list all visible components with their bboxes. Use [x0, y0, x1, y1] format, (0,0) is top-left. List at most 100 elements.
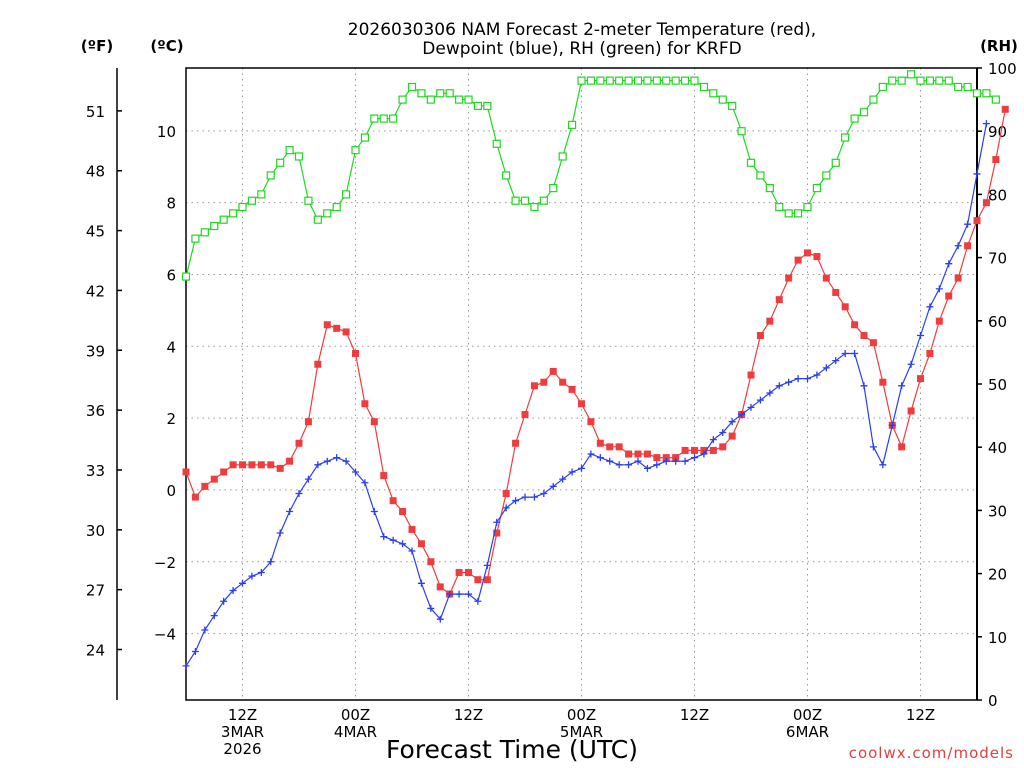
- rh-point: [954, 82, 963, 92]
- temperature-point: [841, 303, 849, 311]
- celsius-tick-label: 10: [157, 123, 176, 141]
- rh-point: [850, 114, 859, 123]
- dewpoint-point: [775, 382, 783, 390]
- rh-point: [586, 76, 596, 85]
- temperature-point: [314, 360, 322, 368]
- rh-point: [360, 133, 370, 142]
- rh-point: [869, 95, 878, 104]
- dewpoint-point: [672, 457, 680, 465]
- dewpoint-point: [286, 507, 294, 515]
- temperature-point: [926, 349, 934, 357]
- temperature-point: [860, 332, 868, 340]
- rh-point: [963, 82, 972, 92]
- celsius-tick-label: −2: [154, 554, 176, 572]
- dewpoint-point: [728, 418, 736, 426]
- temperature-point: [191, 493, 199, 501]
- temperature-point: [436, 583, 444, 591]
- chart-title-line-1: 2026030306 NAM Forecast 2-meter Temperat…: [348, 20, 816, 40]
- dewpoint-point: [483, 561, 491, 569]
- fahrenheit-tick-label: 51: [86, 103, 105, 121]
- fahrenheit-tick-label: 27: [86, 582, 105, 600]
- rh-point: [436, 89, 445, 98]
- x-tick-label: 6MAR: [786, 723, 829, 741]
- dewpoint-point: [304, 475, 312, 483]
- rh-point: [605, 76, 614, 85]
- rh-point: [935, 76, 944, 85]
- temperature-point: [747, 371, 755, 379]
- rh-point: [210, 221, 219, 231]
- dewpoint-point: [352, 468, 359, 476]
- rh-point: [247, 196, 257, 205]
- celsius-tick-label: 0: [166, 482, 176, 500]
- rh-point: [567, 120, 577, 129]
- dewpoint-point: [276, 529, 284, 537]
- temperature-point: [625, 450, 633, 458]
- dewpoint-point: [832, 357, 840, 365]
- temperature-point: [954, 274, 962, 282]
- temperature-point: [578, 400, 585, 408]
- temperature-point: [352, 349, 359, 357]
- rh-point: [445, 89, 454, 98]
- dewpoint-point: [700, 450, 708, 458]
- rh-point: [407, 82, 417, 92]
- rh-point: [332, 202, 341, 212]
- rh-point: [624, 76, 633, 85]
- rh-point: [652, 76, 661, 85]
- dewpoint-point: [267, 558, 275, 566]
- rh-point: [746, 158, 756, 167]
- temperature-point: [587, 418, 595, 426]
- dewpoint-point: [596, 454, 604, 462]
- celsius-tick-label: −4: [154, 626, 176, 644]
- temperature-point: [775, 296, 783, 304]
- temperature-point: [465, 569, 472, 577]
- dewpoint-point: [182, 662, 190, 670]
- temperature-point: [370, 418, 378, 426]
- rh-point: [888, 76, 897, 85]
- x-tick-label: 00Z: [793, 706, 822, 724]
- temperature-point: [540, 378, 548, 386]
- x-tick-label: 2026: [223, 740, 261, 758]
- dewpoint-point: [201, 626, 209, 634]
- rh-point: [323, 209, 332, 218]
- dewpoint-point: [691, 454, 698, 462]
- dewpoint-point: [681, 457, 689, 465]
- temperature-point: [794, 256, 802, 264]
- dewpoint-point: [615, 461, 623, 469]
- rh-point: [775, 202, 784, 212]
- x-tick-label: 4MAR: [334, 723, 377, 741]
- temperature-point: [907, 407, 915, 415]
- temperature-point: [257, 461, 265, 469]
- dewpoint-point: [333, 454, 341, 462]
- temperature-point: [606, 443, 614, 451]
- grid-lines: [186, 68, 977, 700]
- dewpoint-point: [747, 403, 755, 411]
- temperature-point: [832, 288, 840, 296]
- temperature-point: [728, 432, 736, 440]
- rh-point: [925, 76, 935, 85]
- dewpoint-point: [813, 371, 821, 379]
- rh-point: [756, 171, 765, 180]
- rh-line: [185, 73, 997, 277]
- temperature-point: [992, 156, 1000, 164]
- fahrenheit-tick-label: 39: [86, 342, 105, 360]
- dewpoint-point: [370, 507, 378, 515]
- rh-tick-label: 20: [988, 566, 1007, 584]
- rh-point: [530, 202, 539, 212]
- temperature-point: [945, 292, 953, 300]
- fahrenheit-tick-label: 42: [86, 282, 105, 300]
- x-tick-label: 12Z: [906, 706, 935, 724]
- rh-point: [483, 101, 492, 111]
- dewpoint-point: [964, 220, 972, 228]
- rh-tick-label: 60: [988, 313, 1007, 331]
- rh-point: [257, 190, 266, 199]
- temperature-point: [653, 454, 661, 462]
- rh-point: [699, 82, 709, 92]
- fahrenheit-tick-label: 33: [86, 462, 105, 480]
- dewpoint-point: [455, 590, 463, 598]
- dewpoint-point: [719, 428, 727, 436]
- dewpoint-point: [954, 242, 962, 250]
- rh-point: [822, 171, 831, 180]
- dewpoint-point: [436, 615, 444, 623]
- rh-tick-label: 50: [988, 376, 1007, 394]
